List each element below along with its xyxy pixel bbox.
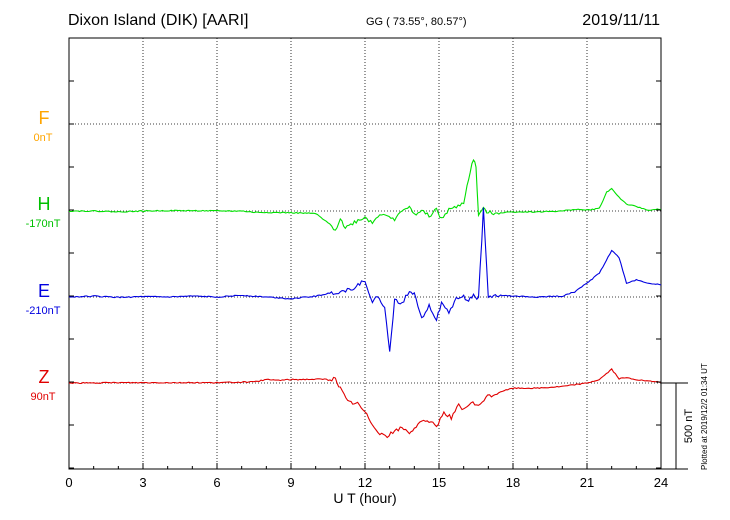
series-line-z (68, 368, 662, 439)
component-baseline-e: -210nT (26, 305, 61, 317)
component-label-z: Z (39, 367, 50, 387)
x-tick-label-24: 24 (654, 475, 668, 490)
x-tick-label-18: 18 (506, 475, 520, 490)
component-label-h: H (38, 194, 51, 214)
x-tick-label-9: 9 (287, 475, 294, 490)
x-tick-label-12: 12 (358, 475, 372, 490)
grid-layer (69, 38, 661, 469)
x-tick-label-3: 3 (139, 475, 146, 490)
x-tick-label-15: 15 (432, 475, 446, 490)
chart-title: Dixon Island (DIK) [AARI] (68, 12, 249, 29)
x-tick-label-21: 21 (580, 475, 594, 490)
series-line-e (68, 207, 662, 352)
chart-date: 2019/11/11 (582, 12, 660, 29)
component-baseline-z: 90nT (30, 391, 55, 403)
scale-bar-label: 500 nT (683, 409, 695, 444)
x-axis: 0 3 6 9 12 15 18 21 24 (65, 80, 668, 490)
geo-coordinates: GG ( 73.55°, 80.57°) (366, 16, 467, 28)
scale-bar: 500 nT (661, 382, 695, 470)
x-tick-label-6: 6 (213, 475, 220, 490)
component-baseline-f: 0nT (34, 132, 53, 144)
component-label-e: E (38, 281, 50, 301)
series-layer (68, 158, 662, 439)
series-line-h (69, 158, 662, 231)
component-label-f: F (39, 108, 50, 128)
x-axis-label: U T (hour) (333, 490, 396, 506)
x-tick-label-0: 0 (65, 475, 72, 490)
component-baseline-h: -170nT (26, 218, 61, 230)
